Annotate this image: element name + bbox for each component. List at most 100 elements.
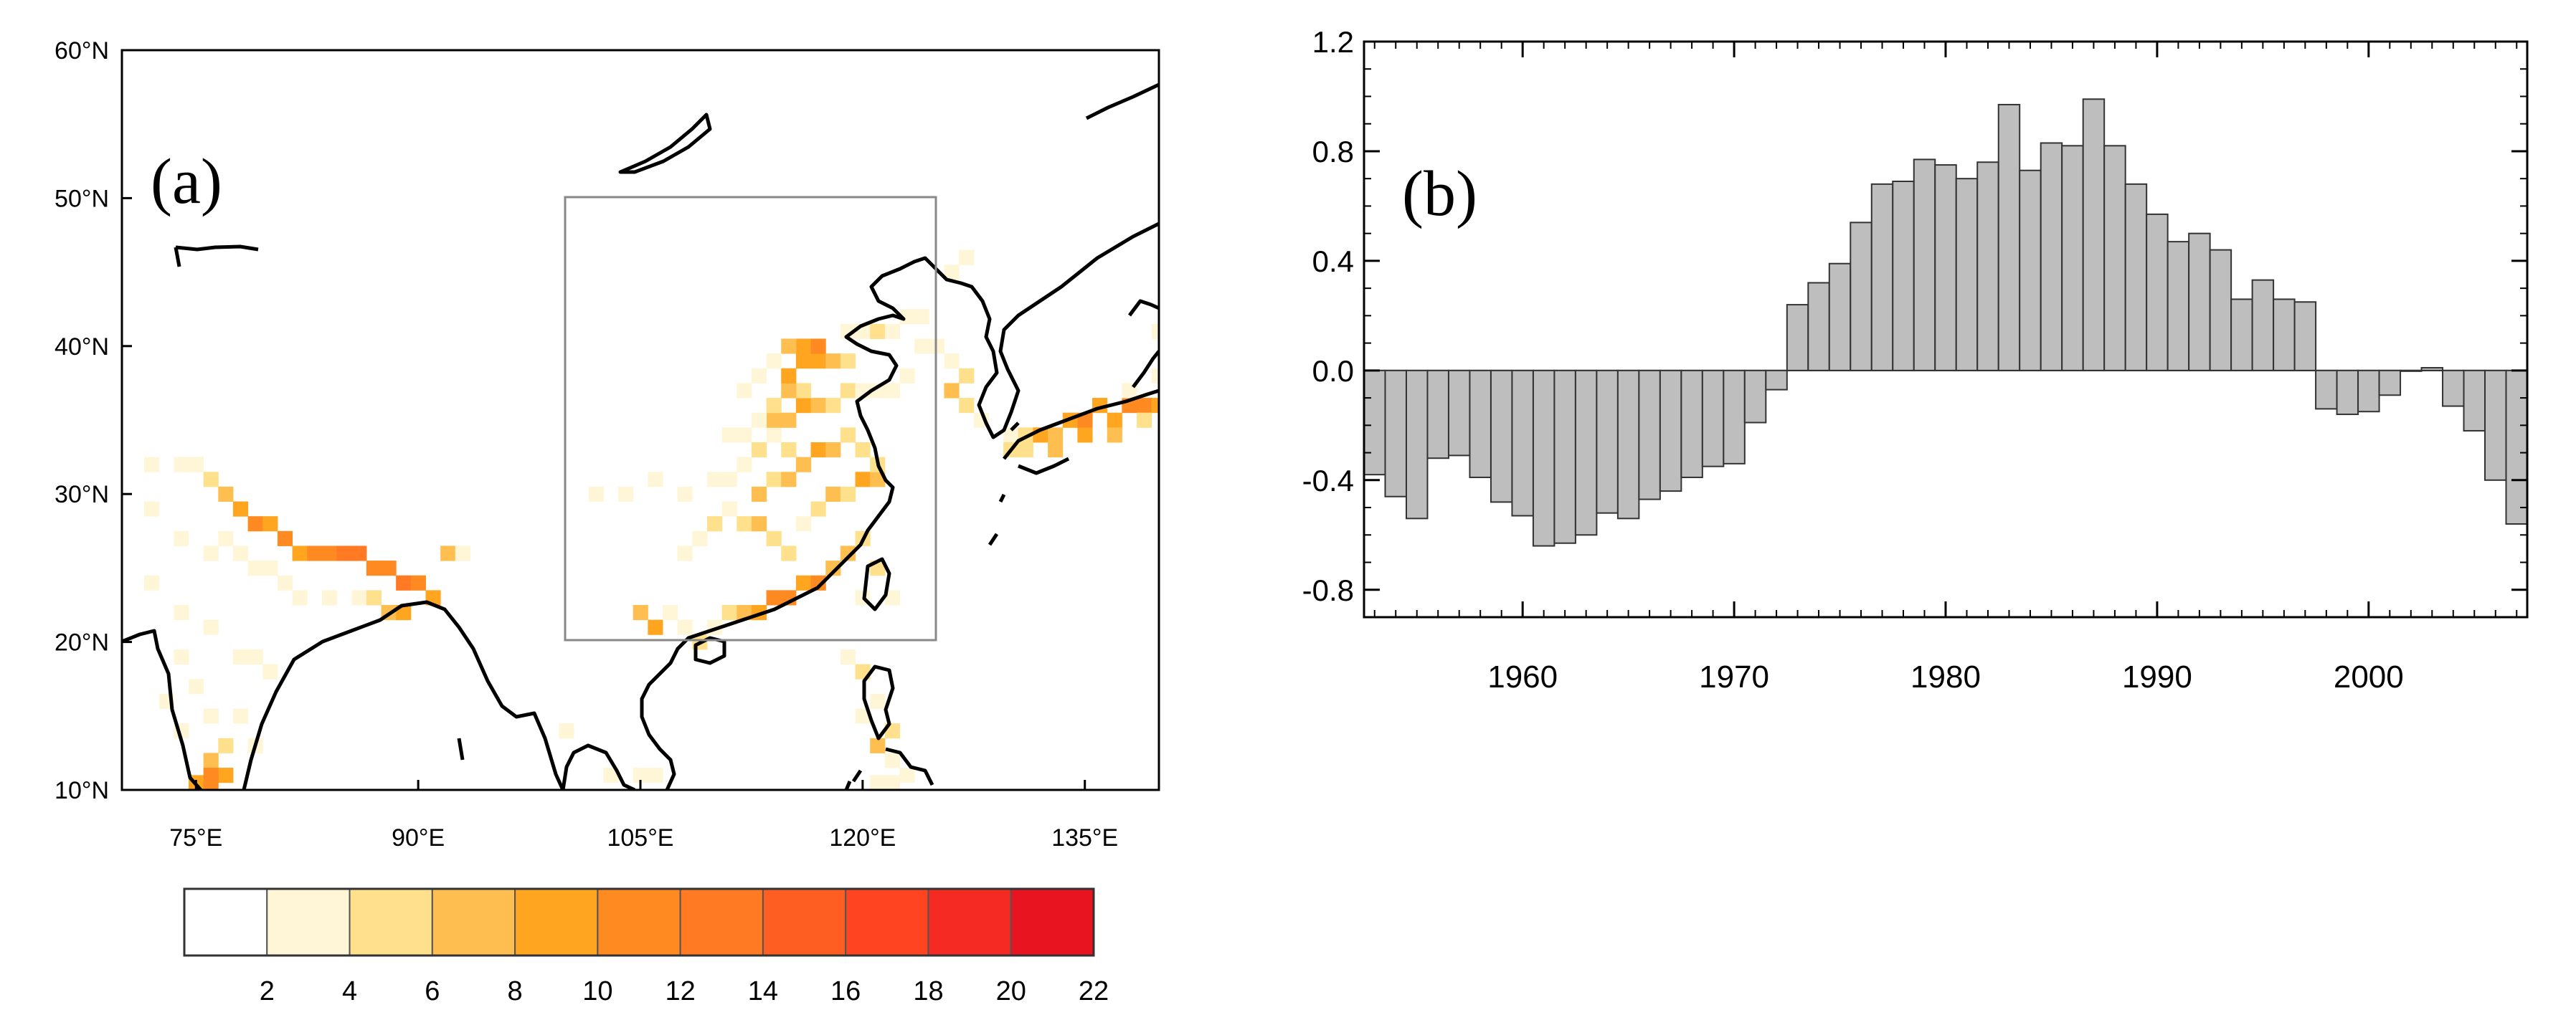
coast-japan <box>1003 299 1159 475</box>
heat-cell <box>618 398 634 414</box>
heat-cell <box>188 679 204 695</box>
heat-cell <box>129 575 145 591</box>
heat-cell <box>840 323 856 339</box>
heat-cell <box>262 561 278 576</box>
heat-cell <box>737 457 752 472</box>
heat-cell <box>366 590 382 606</box>
heat-cell <box>988 249 1004 265</box>
heat-cell <box>603 472 619 487</box>
bar <box>1807 282 1830 371</box>
bar <box>1828 262 1852 371</box>
heat-cell <box>899 279 915 295</box>
heat-cell <box>840 427 856 443</box>
bar <box>2357 369 2380 413</box>
heat-cell <box>188 530 204 546</box>
bar <box>1701 369 1725 467</box>
heat-cell <box>721 501 737 517</box>
heat-cell <box>677 545 693 561</box>
heat-cell <box>247 516 263 532</box>
heat-cell <box>795 516 812 532</box>
bar <box>2336 369 2359 416</box>
bar <box>2484 369 2507 481</box>
bar <box>1511 369 1534 517</box>
heat-cell <box>174 649 189 665</box>
coast-indochina <box>561 221 1159 790</box>
heat-cell <box>662 561 678 576</box>
study-region-box <box>564 196 937 642</box>
heat-cell <box>396 575 412 591</box>
coast-sakhalin <box>1085 82 1159 120</box>
heat-cell <box>1018 442 1033 458</box>
bar <box>1997 103 2021 371</box>
heat-cell <box>158 323 174 339</box>
heat-cell <box>218 530 234 546</box>
heat-cell <box>218 693 234 709</box>
panel-a-label: (a) <box>151 146 222 217</box>
bar <box>2209 249 2232 371</box>
heat-cell <box>899 368 915 383</box>
heat-cell <box>174 457 189 472</box>
heat-cell <box>781 412 797 428</box>
heat-cell <box>247 561 263 576</box>
colorbar-swatch <box>679 888 764 956</box>
bar <box>1934 164 1957 371</box>
bar <box>2082 98 2106 371</box>
heat-cell <box>262 516 278 532</box>
colorbar-label: 16 <box>830 976 861 1006</box>
heat-cell <box>366 561 382 576</box>
bar <box>2378 369 2402 396</box>
colorbar-label: 6 <box>425 976 440 1006</box>
panel-b-label: (b) <box>1402 158 1477 229</box>
coast-india <box>122 600 565 790</box>
heat-cell <box>795 383 812 399</box>
bar <box>2251 279 2275 371</box>
heat-cell <box>618 753 634 768</box>
heat-cell <box>1137 398 1152 414</box>
heat-cell <box>618 486 634 502</box>
bar <box>1659 369 1682 492</box>
heat-cell <box>692 486 708 502</box>
bar <box>1574 369 1598 536</box>
heat-cell <box>381 561 397 576</box>
heat-cell <box>218 634 234 650</box>
bar <box>2019 169 2042 371</box>
bar <box>2442 369 2465 407</box>
colorbar-swatch <box>762 888 847 956</box>
heat-cell <box>1107 412 1122 428</box>
heat-cell <box>158 472 174 487</box>
bar <box>1680 369 1703 478</box>
bar <box>1870 183 1894 371</box>
heat-cell <box>751 486 767 502</box>
heat-cell <box>277 530 293 546</box>
bar <box>1765 369 1788 391</box>
bar <box>2061 145 2084 371</box>
heat-cell <box>840 545 856 561</box>
heat-cell <box>143 457 160 472</box>
heat-cell <box>277 575 293 591</box>
heat-cell <box>959 398 975 414</box>
lat-tick-label: 10°N <box>55 777 109 804</box>
heat-cell <box>884 753 900 768</box>
heat-cell <box>721 472 737 487</box>
bar <box>1363 369 1386 476</box>
heat-cell <box>840 353 856 369</box>
heat-cell <box>781 442 797 458</box>
heat-cell <box>870 383 886 399</box>
colorbar-swatch <box>266 888 351 956</box>
heat-cell <box>795 575 812 591</box>
bar <box>2040 142 2063 371</box>
heat-cell <box>574 693 589 709</box>
heat-cell <box>336 545 352 561</box>
x-tick-label: 1990 <box>2122 659 2192 695</box>
heat-cell <box>810 398 826 414</box>
lon-tick-label: 105°E <box>607 824 673 852</box>
lat-tick-label: 20°N <box>55 629 109 657</box>
bar <box>2315 369 2338 410</box>
heat-cell <box>692 427 708 443</box>
bar <box>1976 161 1999 371</box>
heat-cell <box>855 472 871 487</box>
heat-cell <box>1137 412 1152 428</box>
heat-cell <box>914 738 930 753</box>
heat-cell <box>959 249 975 265</box>
heat-cell <box>574 501 589 517</box>
